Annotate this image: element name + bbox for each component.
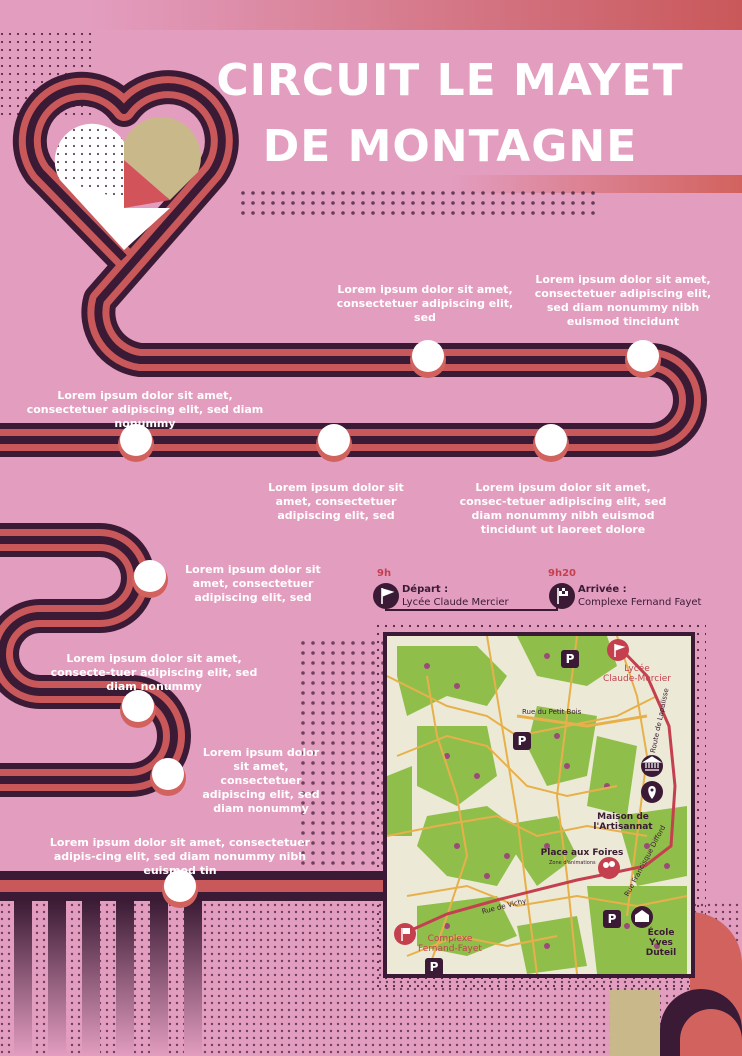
map-label-zone: Zone d'animations [549,860,596,866]
parking-sign: P [425,958,443,974]
map-label-lycee: Lycée Claude-Mercier [603,664,671,684]
map-drawing [387,636,688,974]
map-label-complexe: Complexe Fernand-Fayet [418,934,482,954]
marker-8 [150,758,186,796]
departure-time: 9h [377,568,392,579]
marker-1 [410,340,446,378]
page-title: CIRCUIT LE MAYET DE MONTAGNE [216,55,684,172]
start-marker [607,639,629,661]
school-icon [631,906,653,928]
road-markers [118,340,661,908]
parking-sign: P [561,650,579,668]
mid-gradient-bar [450,175,742,193]
blurb-5: Lorem ipsum dolor sit amet, consec-tetue… [459,481,667,536]
bottom-stripes [14,900,202,1056]
marker-3 [118,424,154,462]
arrival-time: 9h20 [548,568,576,579]
parking-sign: P [513,732,531,750]
marker-2 [625,340,661,378]
map-label-ecole: École Yves Duteil [645,928,677,958]
building-icon [641,755,663,777]
blurb-8: Lorem ipsum dolor sit amet, consectetuer… [202,746,320,815]
end-marker [394,923,416,945]
top-gradient-bar [90,0,742,30]
departure-label: Départ : [402,584,449,595]
parking-sign: P [603,910,621,928]
blurb-9: Lorem ipsum dolor sit amet, consectetuer… [49,836,311,877]
departure-place: Lycée Claude Mercier [402,597,509,608]
blurb-7: Lorem ipsum dolor sit amet, consecte-tue… [50,652,258,693]
blurb-1: Lorem ipsum dolor sit amet, consectetuer… [336,283,514,324]
arrival-label: Arrivée : [578,584,627,595]
marker-5 [533,424,569,462]
balloon-icon [598,857,620,879]
dots-right-middle [300,640,385,900]
blurb-6: Lorem ipsum dolor sit amet, consectetuer… [185,563,321,604]
marker-4 [316,424,352,462]
checkered-flag-icon [549,583,575,609]
bottom-right-shapes [610,912,742,1056]
map-label-maison: Maison de l'Artisannat [593,812,653,832]
flag-icon [373,583,399,609]
dots-upper-right [235,190,595,220]
blurb-3: Lorem ipsum dolor sit amet, consectetuer… [26,389,264,430]
arrival-place: Complexe Fernand Fayet [578,597,702,608]
route-line [406,644,677,934]
blurb-4: Lorem ipsum dolor sit amet, consectetuer… [268,481,404,522]
heart-decoration [54,117,201,250]
marker-7 [120,690,156,728]
blurb-2: Lorem ipsum dolor sit amet, consectetuer… [534,273,712,328]
map-label-place-foires: Place aux Foires [540,848,624,858]
marker-6 [132,560,168,598]
route-map[interactable]: P P P P Lycée Claude-Mercier Maison de l… [383,632,695,978]
street-petit-bois: Rue du Petit Bois [522,708,582,716]
marker-9 [162,870,198,908]
location-pin-icon [641,781,663,803]
